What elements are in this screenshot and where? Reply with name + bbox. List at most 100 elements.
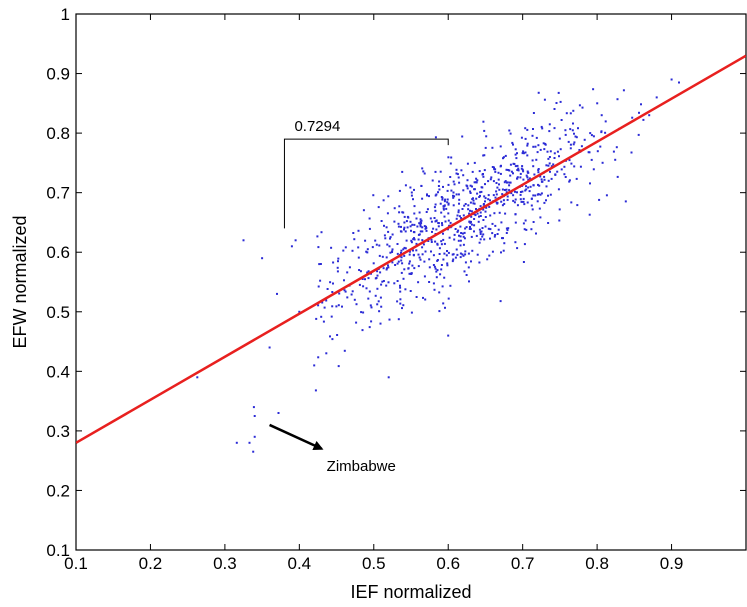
data-point bbox=[313, 364, 316, 367]
data-point bbox=[487, 198, 490, 201]
data-point bbox=[332, 282, 334, 285]
data-point bbox=[484, 146, 487, 149]
data-point bbox=[441, 224, 444, 227]
y-tick-labels: 0.1 0.2 0.3 0.4 0.5 0.6 0.7 0.8 0.9 1 bbox=[46, 5, 70, 560]
data-point bbox=[580, 145, 583, 148]
data-point bbox=[336, 266, 339, 269]
data-point bbox=[600, 114, 603, 117]
data-point bbox=[404, 247, 407, 250]
data-point bbox=[494, 224, 497, 227]
data-point bbox=[478, 241, 481, 244]
plot-area bbox=[75, 13, 747, 551]
data-point bbox=[514, 198, 517, 201]
data-point bbox=[374, 294, 377, 297]
data-point bbox=[437, 225, 440, 228]
data-point bbox=[370, 320, 373, 323]
data-point bbox=[421, 197, 424, 200]
data-point bbox=[357, 256, 360, 259]
data-point bbox=[403, 215, 406, 218]
data-point bbox=[261, 257, 264, 260]
data-point bbox=[565, 112, 568, 115]
data-point bbox=[535, 136, 538, 139]
data-point bbox=[537, 169, 540, 172]
data-point bbox=[514, 241, 517, 244]
data-point bbox=[397, 318, 400, 321]
data-point bbox=[389, 236, 392, 239]
data-point bbox=[388, 245, 391, 248]
data-point bbox=[453, 195, 456, 198]
data-point bbox=[442, 258, 445, 261]
data-point bbox=[357, 246, 360, 249]
data-point bbox=[338, 292, 341, 295]
data-point bbox=[622, 89, 625, 92]
data-point bbox=[581, 106, 584, 109]
data-point bbox=[410, 272, 413, 275]
data-point bbox=[402, 277, 405, 280]
data-point bbox=[391, 233, 394, 236]
data-point bbox=[470, 215, 473, 218]
data-point bbox=[361, 278, 364, 280]
data-point bbox=[469, 192, 472, 194]
data-point bbox=[543, 178, 546, 181]
data-point bbox=[393, 207, 396, 210]
data-point bbox=[447, 297, 450, 300]
data-point bbox=[535, 232, 537, 235]
data-point bbox=[482, 154, 485, 157]
data-point bbox=[455, 193, 458, 196]
data-point bbox=[575, 177, 578, 180]
data-point bbox=[399, 286, 402, 289]
data-point bbox=[506, 195, 509, 198]
data-point bbox=[406, 215, 409, 218]
data-point bbox=[434, 203, 437, 206]
data-point bbox=[423, 260, 426, 263]
data-point bbox=[459, 235, 462, 238]
data-point bbox=[446, 189, 449, 192]
data-point bbox=[468, 220, 471, 223]
data-point bbox=[386, 212, 389, 215]
data-point bbox=[572, 143, 575, 146]
data-point bbox=[337, 257, 340, 260]
data-point bbox=[443, 242, 446, 245]
data-point bbox=[587, 151, 590, 154]
data-point bbox=[368, 290, 371, 293]
x-tick-label: 0.8 bbox=[585, 554, 609, 573]
data-point bbox=[487, 227, 490, 230]
data-point bbox=[445, 207, 448, 210]
data-point bbox=[378, 310, 381, 313]
data-point bbox=[519, 198, 522, 201]
data-point bbox=[519, 191, 522, 193]
data-point bbox=[412, 253, 415, 256]
data-point bbox=[558, 137, 561, 140]
data-point bbox=[434, 267, 437, 270]
data-point bbox=[464, 253, 467, 256]
data-point bbox=[438, 291, 441, 294]
data-point bbox=[430, 220, 433, 223]
data-point bbox=[351, 249, 354, 252]
data-point bbox=[435, 193, 438, 196]
data-point bbox=[358, 269, 361, 271]
data-point bbox=[471, 185, 473, 188]
data-point bbox=[317, 246, 320, 249]
data-point bbox=[400, 230, 403, 233]
data-point bbox=[445, 254, 448, 257]
data-point bbox=[418, 222, 421, 225]
data-point bbox=[428, 195, 430, 198]
data-point bbox=[615, 146, 618, 149]
data-point bbox=[530, 197, 533, 200]
data-point bbox=[462, 189, 465, 192]
data-point bbox=[386, 243, 389, 246]
data-point bbox=[385, 268, 388, 271]
data-point bbox=[370, 306, 373, 309]
data-point bbox=[429, 217, 432, 220]
data-point bbox=[527, 186, 530, 189]
data-point bbox=[425, 225, 427, 228]
data-point bbox=[440, 268, 443, 271]
data-point bbox=[522, 150, 525, 153]
data-point bbox=[362, 311, 365, 314]
data-point bbox=[468, 212, 471, 215]
data-point bbox=[524, 127, 527, 130]
data-point bbox=[467, 208, 470, 211]
data-point bbox=[405, 239, 408, 242]
data-point bbox=[545, 199, 547, 202]
